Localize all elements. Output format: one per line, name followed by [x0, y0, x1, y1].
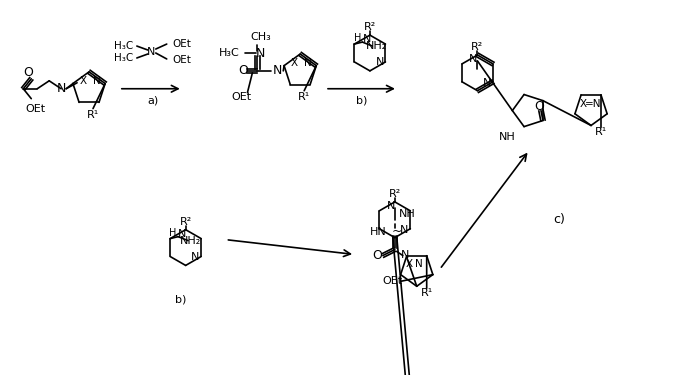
Text: X: X	[80, 76, 87, 86]
Text: R²: R²	[364, 22, 376, 32]
Text: HN: HN	[370, 227, 387, 237]
Text: N: N	[483, 78, 491, 88]
Text: H₃C: H₃C	[113, 53, 133, 63]
Text: NH₂: NH₂	[180, 236, 202, 246]
Text: N: N	[386, 201, 395, 211]
Text: OEt: OEt	[173, 39, 192, 49]
Text: b): b)	[356, 96, 368, 106]
Text: R²: R²	[471, 42, 484, 52]
Text: H: H	[169, 227, 177, 238]
Text: O: O	[372, 249, 382, 262]
Text: X: X	[405, 259, 412, 270]
Text: NH: NH	[399, 209, 416, 219]
Text: N: N	[146, 47, 155, 57]
Text: N: N	[401, 250, 410, 261]
Text: OEt: OEt	[173, 55, 192, 65]
Text: N: N	[400, 225, 409, 235]
Text: OEt: OEt	[25, 104, 46, 114]
Text: H₃C: H₃C	[218, 48, 239, 58]
Text: N: N	[93, 76, 101, 86]
Text: ~: ~	[391, 225, 402, 238]
Text: N: N	[191, 252, 200, 262]
Text: c): c)	[553, 213, 565, 226]
Text: N: N	[363, 34, 371, 44]
Text: a): a)	[147, 96, 158, 106]
Text: N: N	[178, 229, 186, 239]
Text: b): b)	[175, 294, 186, 304]
Text: R¹: R¹	[421, 288, 433, 298]
Text: OEt: OEt	[383, 276, 403, 286]
Text: N: N	[256, 47, 265, 59]
Text: O: O	[239, 64, 248, 77]
Text: X: X	[580, 99, 587, 109]
Text: CH₃: CH₃	[250, 32, 271, 42]
Text: R¹: R¹	[595, 127, 607, 137]
Text: R²: R²	[179, 217, 192, 227]
Text: O: O	[23, 66, 33, 79]
Text: N: N	[377, 57, 385, 67]
Text: =N: =N	[584, 99, 601, 109]
Text: N: N	[272, 64, 282, 77]
Text: H: H	[354, 33, 361, 43]
Text: R¹: R¹	[298, 92, 310, 102]
Text: OEt: OEt	[232, 92, 251, 102]
Text: NH: NH	[499, 132, 516, 141]
Text: H₃C: H₃C	[113, 41, 133, 51]
Text: NH₂: NH₂	[366, 41, 388, 51]
Text: N: N	[304, 58, 312, 68]
Text: R²: R²	[389, 189, 401, 199]
Text: X: X	[290, 58, 298, 68]
Text: N: N	[57, 82, 66, 95]
Text: N: N	[469, 54, 477, 64]
Text: R¹: R¹	[87, 109, 99, 120]
Text: N: N	[415, 259, 423, 270]
Text: O: O	[534, 100, 544, 113]
